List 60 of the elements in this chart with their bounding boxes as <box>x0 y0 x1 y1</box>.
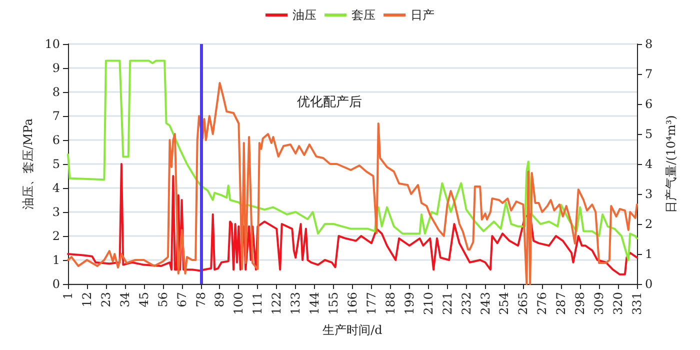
y2-tick-label: 0 <box>645 277 653 291</box>
y-tick-label: 4 <box>52 181 60 195</box>
line-series <box>67 163 638 276</box>
y-tick-label: 1 <box>52 253 60 267</box>
y2-tick-label: 8 <box>645 37 653 51</box>
x-tick-label: 12 <box>80 292 94 308</box>
legend-label: 套压 <box>352 8 376 22</box>
y2-tick-label: 6 <box>645 97 653 111</box>
x-tick-label: 276 <box>535 292 550 315</box>
x-axis-title: 生产时间/d <box>322 323 383 337</box>
x-tick-label: 144 <box>308 292 322 315</box>
x-tick-label: 331 <box>630 292 644 315</box>
x-tick-label: 78 <box>194 292 208 308</box>
y-tick-label: 7 <box>52 109 60 123</box>
x-tick-label: 188 <box>383 292 398 315</box>
y2-tick-label: 2 <box>645 217 653 231</box>
x-tick-label: 177 <box>364 292 378 315</box>
x-tick-label: 155 <box>326 292 341 315</box>
y-tick-label: 9 <box>52 61 60 75</box>
x-tick-label: 67 <box>174 292 189 308</box>
x-tick-label: 166 <box>346 292 360 315</box>
y-tick-label: 10 <box>44 37 60 51</box>
y-tick-label: 8 <box>52 85 60 99</box>
x-tick-label: 309 <box>592 292 606 315</box>
legend-label: 日产 <box>410 8 434 22</box>
x-tick-label: 133 <box>288 292 303 315</box>
y-tick-label: 0 <box>52 277 60 291</box>
y-axis-title: 油压、套压/MPa <box>20 118 35 210</box>
x-tick-label: 122 <box>270 292 284 315</box>
x-tick-label: 89 <box>212 292 227 308</box>
y2-tick-label: 1 <box>645 247 653 261</box>
x-tick-label: 298 <box>573 292 588 315</box>
x-tick-label: 265 <box>516 292 530 315</box>
legend-label: 油压 <box>292 8 316 22</box>
y2-tick-label: 7 <box>645 67 653 81</box>
x-tick-label: 23 <box>98 292 113 308</box>
x-tick-label: 45 <box>136 292 151 308</box>
x-tick-label: 287 <box>554 292 568 315</box>
y-tick-label: 2 <box>52 229 60 243</box>
line-series <box>67 60 638 261</box>
y2-tick-label: 3 <box>645 187 653 201</box>
x-tick-label: 221 <box>440 292 454 315</box>
y-tick-label: 5 <box>52 157 60 171</box>
y2-tick-label: 5 <box>645 127 653 141</box>
x-tick-label: 254 <box>497 292 512 315</box>
x-tick-label: 34 <box>118 292 132 308</box>
x-tick-label: 210 <box>421 292 436 315</box>
y2-axis-title: 日产气量/(10⁴m³) <box>664 115 678 213</box>
x-tick-label: 199 <box>402 292 416 315</box>
x-tick-label: 111 <box>250 292 265 315</box>
x-tick-label: 100 <box>232 292 246 315</box>
y-tick-label: 6 <box>52 133 60 147</box>
x-tick-label: 243 <box>478 292 492 315</box>
x-tick-label: 232 <box>459 292 474 315</box>
y-tick-label: 3 <box>52 205 60 219</box>
y2-tick-label: 4 <box>645 157 653 171</box>
x-tick-label: 320 <box>611 292 626 315</box>
x-tick-label: 1 <box>61 292 75 300</box>
annotation: 优化配产后 <box>297 95 362 110</box>
x-tick-label: 56 <box>156 292 170 308</box>
